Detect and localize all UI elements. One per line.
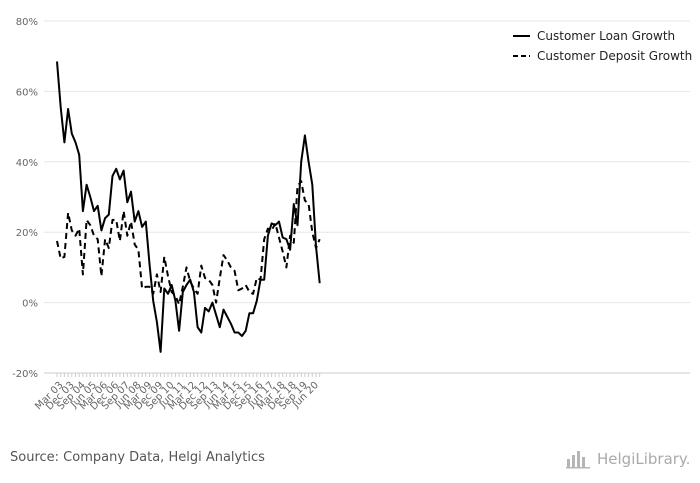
y-tick-label: 20% bbox=[16, 228, 38, 239]
series-lines bbox=[56, 61, 321, 353]
brand-logo[interactable]: HelgiLibrary. bbox=[566, 447, 690, 471]
y-tick-label: -20% bbox=[12, 369, 38, 380]
series-line-deposit-growth bbox=[56, 180, 321, 306]
bar-chart-logo-icon bbox=[566, 451, 590, 469]
y-axis-labels: -20% 0% 20% 40% 60% 80% bbox=[12, 17, 38, 380]
grid-lines bbox=[44, 20, 690, 304]
source-note: Source: Company Data, Helgi Analytics bbox=[10, 450, 265, 465]
legend-label-loan: Customer Loan Growth bbox=[537, 29, 675, 43]
y-tick-label: 80% bbox=[16, 17, 38, 28]
y-tick-label: 0% bbox=[22, 299, 38, 310]
brand-name: HelgiLibrary. bbox=[597, 450, 691, 468]
series-line-loan-growth bbox=[56, 61, 321, 353]
legend-label-deposit: Customer Deposit Growth bbox=[537, 49, 692, 63]
legend: Customer Loan Growth Customer Deposit Gr… bbox=[513, 29, 692, 63]
y-tick-label: 60% bbox=[16, 87, 38, 98]
y-tick-label: 40% bbox=[16, 158, 38, 169]
x-axis bbox=[44, 372, 690, 377]
